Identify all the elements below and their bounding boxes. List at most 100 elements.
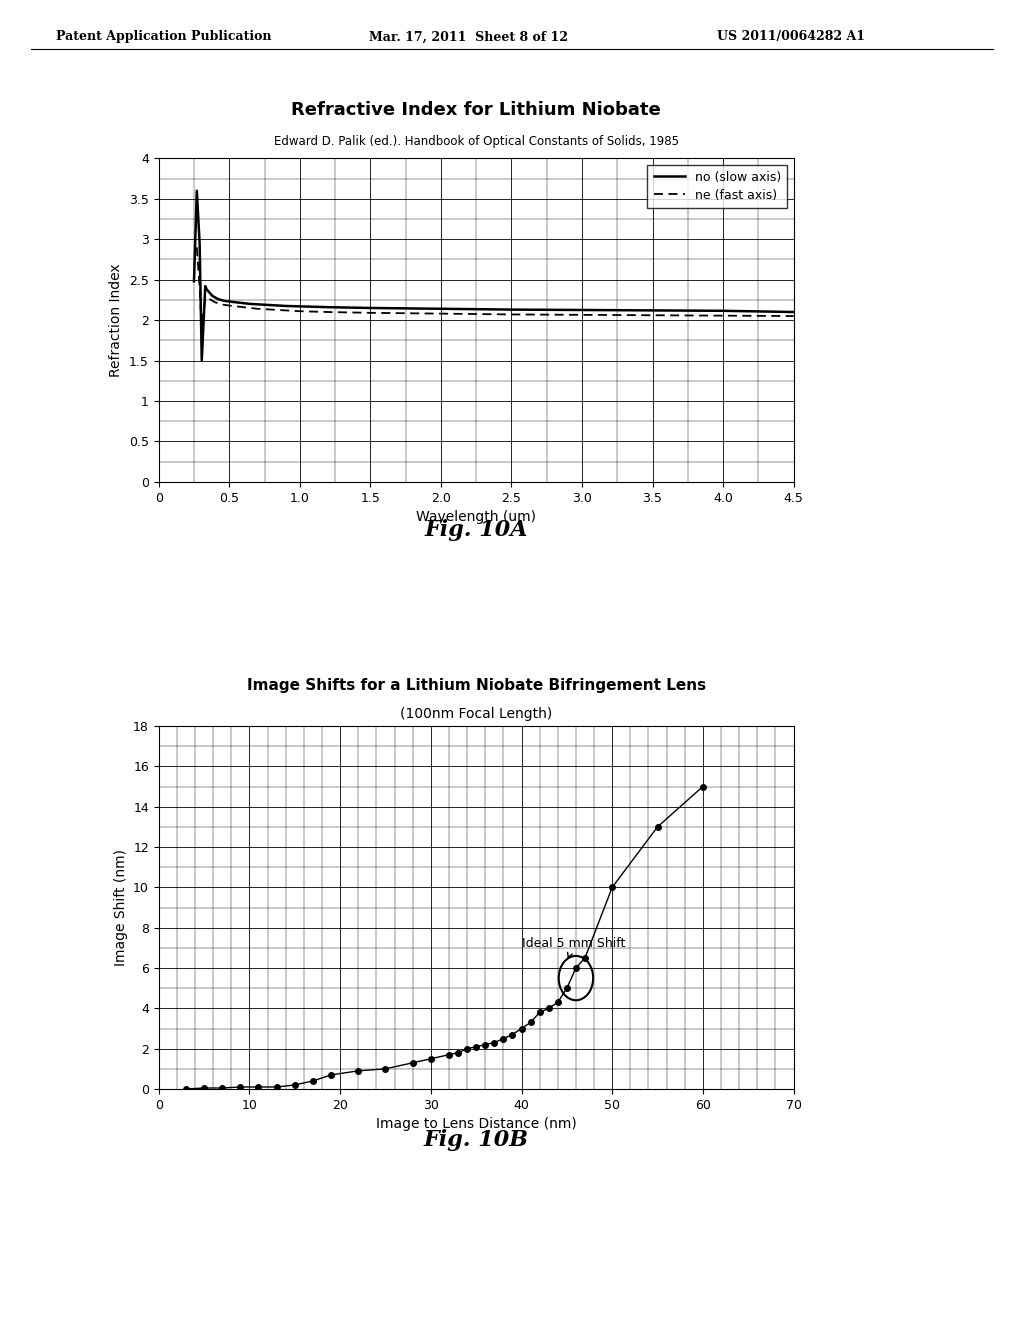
ne (fast axis)	[212, 296, 224, 312]
Text: Refractive Index for Lithium Niobate: Refractive Index for Lithium Niobate	[291, 100, 662, 119]
Point	[350, 1060, 367, 1081]
ne (fast axis)	[280, 302, 292, 318]
Text: Edward D. Palik (ed.). Handbook of Optical Constants of Solids, 1985: Edward D. Palik (ed.). Handbook of Optic…	[273, 135, 679, 148]
ne (fast axis)	[238, 300, 250, 315]
ne (fast axis)	[206, 293, 218, 309]
no (slow axis)	[198, 308, 210, 323]
Text: Image Shifts for a Lithium Niobate Bifringement Lens: Image Shifts for a Lithium Niobate Bifri…	[247, 678, 706, 693]
Text: Ideal 5 mm Shift: Ideal 5 mm Shift	[521, 937, 625, 958]
no (slow axis)	[215, 292, 227, 308]
Point	[567, 957, 584, 978]
no (slow axis)	[199, 279, 211, 294]
no (slow axis)	[505, 302, 517, 318]
Point	[649, 816, 666, 837]
Point	[196, 1077, 212, 1098]
no (slow axis)	[280, 298, 292, 314]
no (slow axis)	[201, 281, 213, 297]
Point	[268, 1076, 285, 1097]
Point	[214, 1077, 230, 1098]
Y-axis label: Refraction Index: Refraction Index	[110, 263, 124, 378]
ne (fast axis)	[190, 239, 203, 255]
Point	[377, 1059, 393, 1080]
no (slow axis)	[217, 293, 229, 309]
ne (fast axis)	[215, 296, 227, 312]
ne (fast axis)	[646, 308, 658, 323]
no (slow axis)	[575, 302, 588, 318]
ne (fast axis)	[294, 304, 306, 319]
no (slow axis)	[365, 300, 377, 315]
ne (fast axis)	[575, 308, 588, 323]
Legend: no (slow axis), ne (fast axis): no (slow axis), ne (fast axis)	[647, 165, 787, 209]
ne (fast axis)	[198, 300, 210, 315]
Text: Mar. 17, 2011  Sheet 8 of 12: Mar. 17, 2011 Sheet 8 of 12	[369, 30, 567, 44]
no (slow axis)	[194, 235, 206, 251]
ne (fast axis)	[245, 300, 257, 315]
Point	[550, 991, 566, 1012]
no (slow axis)	[435, 301, 447, 317]
Point	[323, 1064, 339, 1085]
no (slow axis)	[265, 297, 278, 313]
ne (fast axis)	[322, 304, 334, 319]
Point	[459, 1038, 475, 1059]
no (slow axis)	[196, 352, 208, 368]
no (slow axis)	[223, 293, 236, 309]
ne (fast axis)	[717, 308, 729, 323]
no (slow axis)	[717, 302, 729, 318]
no (slow axis)	[251, 297, 263, 313]
Point	[522, 1012, 539, 1034]
Point	[531, 1002, 548, 1023]
no (slow axis)	[787, 304, 800, 319]
ne (fast axis)	[787, 308, 800, 323]
ne (fast axis)	[201, 289, 213, 305]
ne (fast axis)	[199, 292, 211, 308]
ne (fast axis)	[196, 321, 208, 337]
Point	[504, 1024, 520, 1045]
no (slow axis)	[212, 292, 224, 308]
no (slow axis)	[294, 298, 306, 314]
Point	[468, 1036, 484, 1057]
Text: Patent Application Publication: Patent Application Publication	[56, 30, 271, 44]
ne (fast axis)	[365, 305, 377, 321]
no (slow axis)	[209, 289, 221, 305]
ne (fast axis)	[230, 298, 243, 314]
Point	[513, 1018, 529, 1039]
no (slow axis)	[245, 296, 257, 312]
Point	[604, 876, 621, 898]
ne (fast axis)	[217, 297, 229, 313]
Point	[694, 776, 711, 797]
ne (fast axis)	[209, 294, 221, 310]
ne (fast axis)	[204, 292, 216, 308]
Y-axis label: Image Shift (nm): Image Shift (nm)	[114, 849, 128, 966]
Line: ne (fast axis): ne (fast axis)	[197, 247, 794, 329]
X-axis label: Image to Lens Distance (nm): Image to Lens Distance (nm)	[376, 1117, 577, 1131]
no (slow axis)	[206, 288, 218, 304]
no (slow axis)	[190, 182, 203, 198]
no (slow axis)	[204, 285, 216, 301]
no (slow axis)	[238, 296, 250, 312]
no (slow axis)	[230, 294, 243, 310]
Point	[423, 1048, 439, 1069]
no (slow axis)	[322, 300, 334, 315]
X-axis label: Wavelength (um): Wavelength (um)	[416, 510, 537, 524]
ne (fast axis)	[194, 280, 206, 296]
Text: Fig. 10A: Fig. 10A	[424, 519, 528, 541]
Point	[287, 1074, 303, 1096]
Text: Fig. 10B: Fig. 10B	[424, 1129, 528, 1151]
Point	[440, 1044, 457, 1065]
Point	[559, 978, 575, 999]
Point	[404, 1052, 421, 1073]
Text: (100nm Focal Length): (100nm Focal Length)	[400, 706, 552, 721]
ne (fast axis)	[251, 301, 263, 317]
Point	[496, 1028, 512, 1049]
Point	[577, 948, 593, 969]
no (slow axis)	[187, 273, 200, 289]
ne (fast axis)	[505, 306, 517, 322]
Text: US 2011/0064282 A1: US 2011/0064282 A1	[717, 30, 865, 44]
Point	[178, 1078, 195, 1100]
ne (fast axis)	[223, 297, 236, 313]
Point	[486, 1032, 503, 1053]
Point	[477, 1034, 494, 1055]
Point	[541, 998, 557, 1019]
Point	[232, 1076, 249, 1097]
Point	[250, 1076, 266, 1097]
